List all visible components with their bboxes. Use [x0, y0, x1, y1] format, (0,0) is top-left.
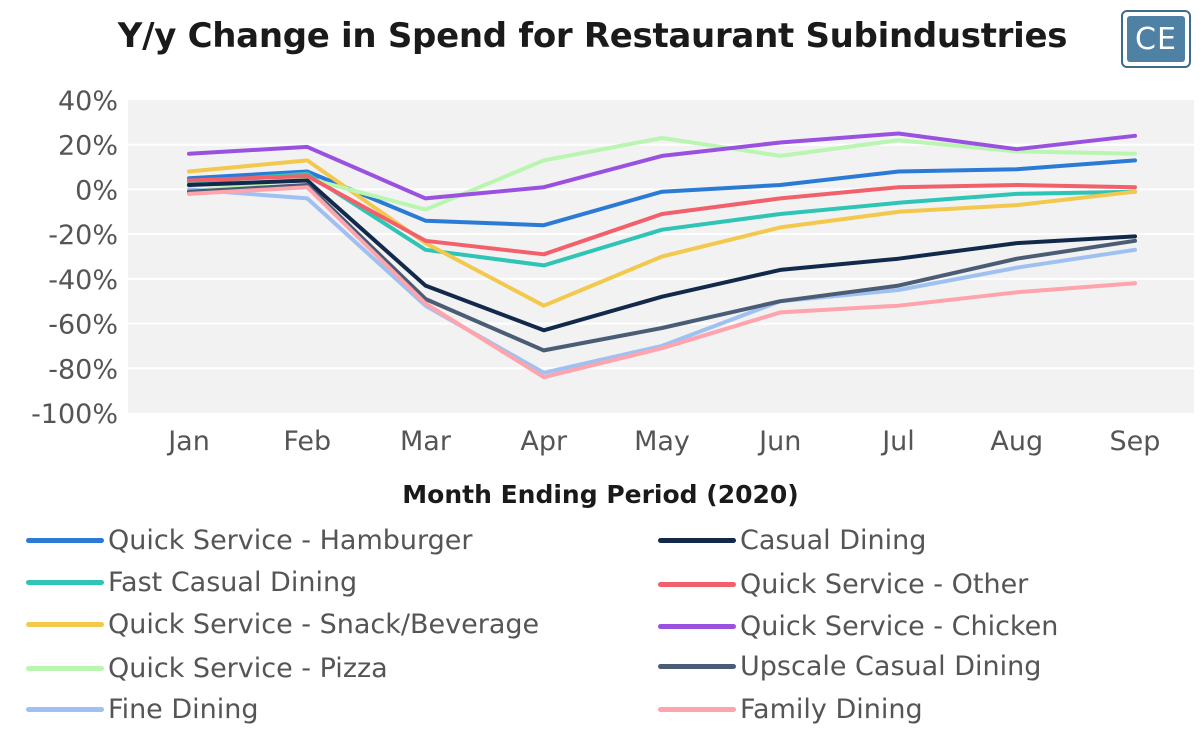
x-tick-label: Jan [166, 426, 210, 457]
series-lines [187, 131, 1137, 380]
legend-item: Quick Service - Other [658, 564, 1028, 604]
x-tick-label: Feb [283, 426, 331, 457]
y-tick-label: -60% [48, 310, 118, 341]
legend-item: Fine Dining [26, 689, 259, 729]
legend-swatch [26, 621, 104, 627]
legend-item: Casual Dining [658, 520, 926, 560]
ce-logo: CE [1121, 10, 1191, 68]
legend-swatch [26, 579, 104, 585]
legend-swatch [26, 537, 104, 543]
y-tick-label: -40% [48, 265, 118, 296]
x-tick-label: May [634, 426, 690, 457]
legend-label: Quick Service - Other [740, 568, 1029, 600]
legend-swatch [658, 623, 736, 629]
legend-swatch [658, 706, 736, 712]
legend-item: Quick Service - Chicken [658, 606, 1058, 646]
y-tick-label: 40% [58, 86, 118, 117]
legend-item: Fast Casual Dining [26, 562, 357, 602]
legend-swatch [658, 581, 736, 587]
y-tick-label: 0% [75, 175, 118, 206]
x-tick-label: Jul [880, 426, 915, 457]
x-tick-label: Apr [520, 426, 568, 457]
legend-label: Upscale Casual Dining [740, 650, 1042, 682]
legend-swatch [26, 706, 104, 712]
y-axis-ticks: 40% 20% 0% -20% -40% -60% -80% -100% [31, 86, 118, 430]
series-line-quick-service-other [187, 174, 1137, 257]
legend-label: Quick Service - Snack/Beverage [108, 608, 540, 640]
chart-title: Y/y Change in Spend for Restaurant Subin… [117, 16, 1068, 56]
legend-label: Quick Service - Pizza [108, 652, 388, 684]
legend-swatch [658, 537, 736, 543]
series-line-fine-dining [187, 187, 1137, 375]
y-tick-label: -20% [48, 220, 118, 251]
legend-item: Family Dining [658, 689, 923, 729]
legend-item: Quick Service - Pizza [26, 648, 388, 688]
legend-label: Quick Service - Chicken [740, 610, 1059, 642]
legend-item: Quick Service - Hamburger [26, 520, 473, 560]
ce-logo-text: CE [1127, 16, 1185, 62]
legend-swatch [658, 663, 736, 669]
y-tick-label: 20% [58, 131, 118, 162]
legend-item: Upscale Casual Dining [658, 646, 1041, 686]
legend-label: Casual Dining [740, 524, 927, 556]
line-chart: 40% 20% 0% -20% -40% -60% -80% -100% Jan Feb Mar A… [31, 86, 1194, 457]
legend-label: Quick Service - Hamburger [108, 524, 473, 556]
x-tick-label: Sep [1110, 426, 1161, 457]
legend-label: Family Dining [740, 693, 923, 725]
series-line-family-dining [187, 185, 1137, 380]
x-tick-label: Aug [990, 426, 1043, 457]
y-tick-label: -100% [31, 399, 118, 430]
series-line-quick-service-chicken [187, 131, 1137, 201]
y-tick-label: -80% [48, 354, 118, 385]
legend-swatch [26, 665, 104, 671]
x-axis-title: Month Ending Period (2020) [402, 480, 799, 509]
legend-label: Fine Dining [108, 693, 259, 725]
x-axis-ticks: Jan Feb Mar Apr May Jun Jul Aug Sep [166, 426, 1160, 457]
x-tick-label: Jun [757, 426, 801, 457]
gridlines [128, 143, 1194, 370]
x-tick-label: Mar [400, 426, 452, 457]
legend-item: Quick Service - Snack/Beverage [26, 604, 539, 644]
series-line-quick-service-pizza [187, 136, 1137, 212]
series-line-casual-dining [187, 178, 1137, 333]
series-line-upscale-casual-dining [187, 183, 1137, 353]
legend-label: Fast Casual Dining [108, 566, 358, 598]
